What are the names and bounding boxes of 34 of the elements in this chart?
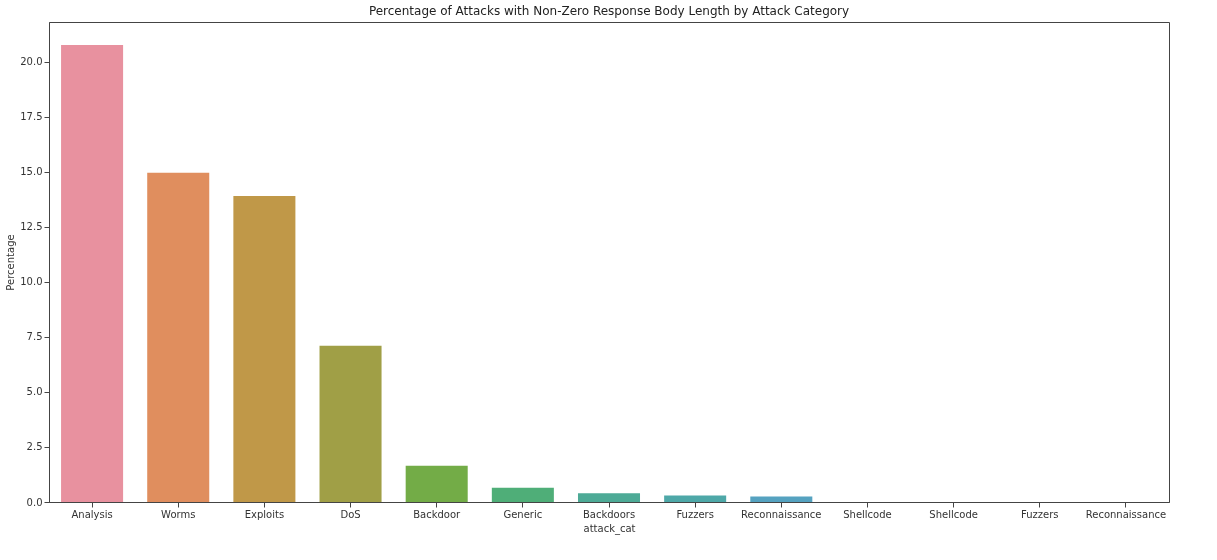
bar xyxy=(491,487,554,502)
y-axis-title: Percentage xyxy=(5,234,17,291)
bar xyxy=(405,465,468,502)
bar xyxy=(664,495,727,502)
y-tick-label: 10.0 xyxy=(20,276,43,288)
y-tick-label: 20.0 xyxy=(20,56,43,68)
x-tick-label: Fuzzers xyxy=(676,508,714,520)
x-tick-label: Backdoor xyxy=(413,508,462,520)
y-tick-label: 7.5 xyxy=(26,331,43,343)
bar xyxy=(233,195,296,502)
bar xyxy=(61,45,124,502)
y-tick-label: 0.0 xyxy=(26,496,43,508)
bar xyxy=(750,496,813,502)
bar xyxy=(147,172,210,502)
x-tick-label: Generic xyxy=(503,508,543,520)
x-tick-label: Exploits xyxy=(244,508,285,520)
x-tick-label: Worms xyxy=(161,508,196,520)
y-tick-label: 5.0 xyxy=(26,386,43,398)
bar xyxy=(319,345,382,502)
y-tick-label: 15.0 xyxy=(20,166,43,178)
y-tick-label: 12.5 xyxy=(20,221,43,233)
x-tick-label: Fuzzers xyxy=(1021,508,1059,520)
x-axis-title: attack_cat xyxy=(583,522,636,535)
y-tick-label: 2.5 xyxy=(26,441,43,453)
x-tick-label: Analysis xyxy=(71,508,113,520)
y-tick-label: 17.5 xyxy=(20,111,43,123)
chart-title: Percentage of Attacks with Non-Zero Response Body Length by Attack Category xyxy=(368,4,850,18)
x-tick-label: Backdoors xyxy=(582,508,636,520)
x-tick-label: Reconnaissance xyxy=(1085,508,1167,520)
x-tick-label: Shellcode xyxy=(843,508,892,520)
x-tick-label: DoS xyxy=(340,508,361,520)
x-tick-label: Shellcode xyxy=(929,508,978,520)
bar xyxy=(577,493,641,502)
x-tick-label: Reconnaissance xyxy=(741,508,822,520)
